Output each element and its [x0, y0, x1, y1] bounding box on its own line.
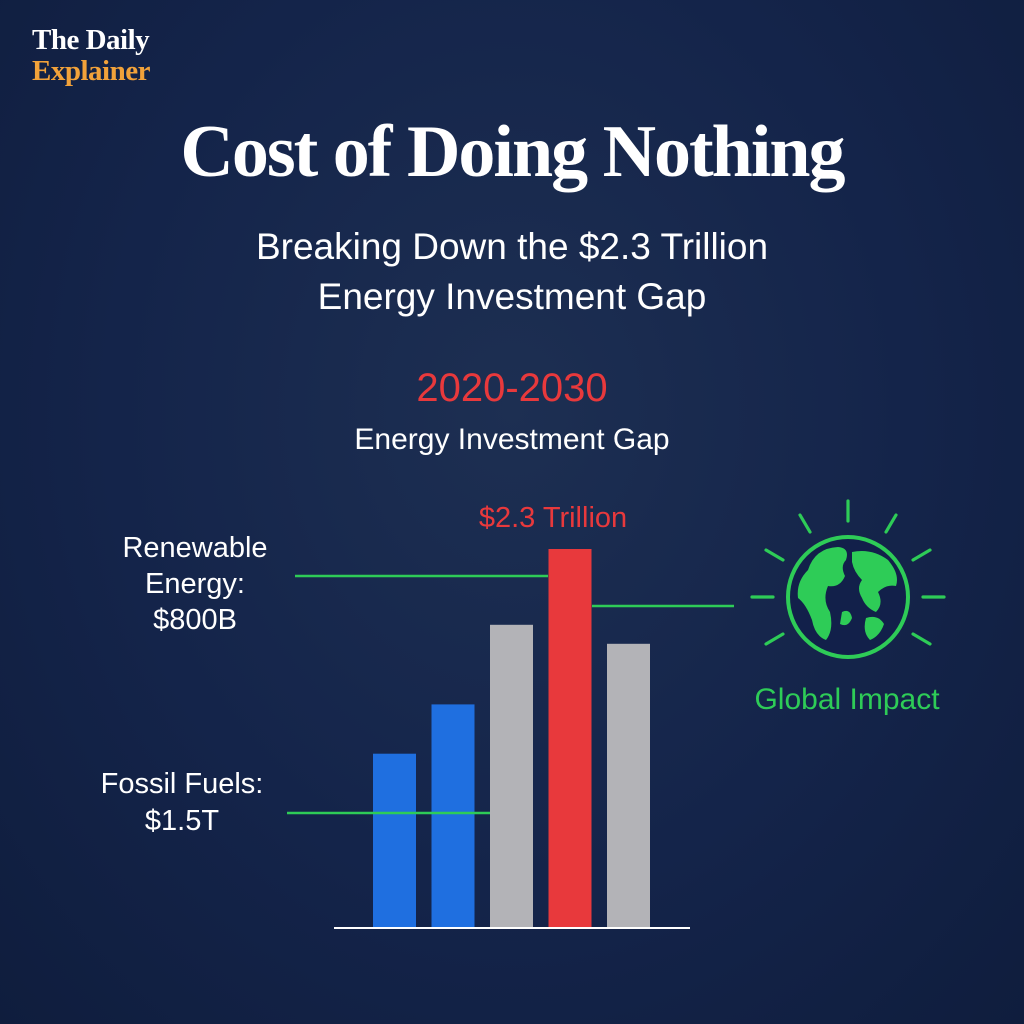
chart-title: Energy Investment Gap: [354, 423, 670, 456]
peak-value-label: $2.3 Trillion: [479, 502, 627, 534]
globe-icon: [750, 499, 946, 659]
bar-2: [431, 704, 475, 928]
subtitle-line-1: Breaking Down the $2.3 Trillion: [255, 226, 769, 267]
brand-logo: The Daily Explainer: [32, 26, 150, 86]
period-label: 2020-2030: [416, 366, 608, 410]
page-subtitle: Breaking Down the $2.3 Trillion Energy I…: [0, 222, 1024, 322]
bar-3: [490, 624, 533, 928]
renewable-label-line-2: Energy:: [145, 568, 245, 600]
global-impact-label: Global Impact: [754, 683, 940, 716]
bar-4: [548, 549, 592, 928]
bar-1: [373, 753, 416, 928]
fossil-label-line-2: $1.5T: [145, 805, 219, 837]
renewable-label-line-1: Renewable: [122, 532, 267, 564]
brand-line-2: Explainer: [32, 55, 150, 87]
bar-5: [607, 643, 650, 929]
page-title: Cost of Doing Nothing: [180, 111, 845, 193]
fossil-label-line-1: Fossil Fuels:: [101, 768, 264, 800]
brand-line-1: The Daily: [32, 24, 150, 56]
subtitle-line-2: Energy Investment Gap: [317, 276, 707, 317]
bars-group: [373, 549, 650, 929]
renewable-label-line-3: $800B: [153, 604, 237, 636]
